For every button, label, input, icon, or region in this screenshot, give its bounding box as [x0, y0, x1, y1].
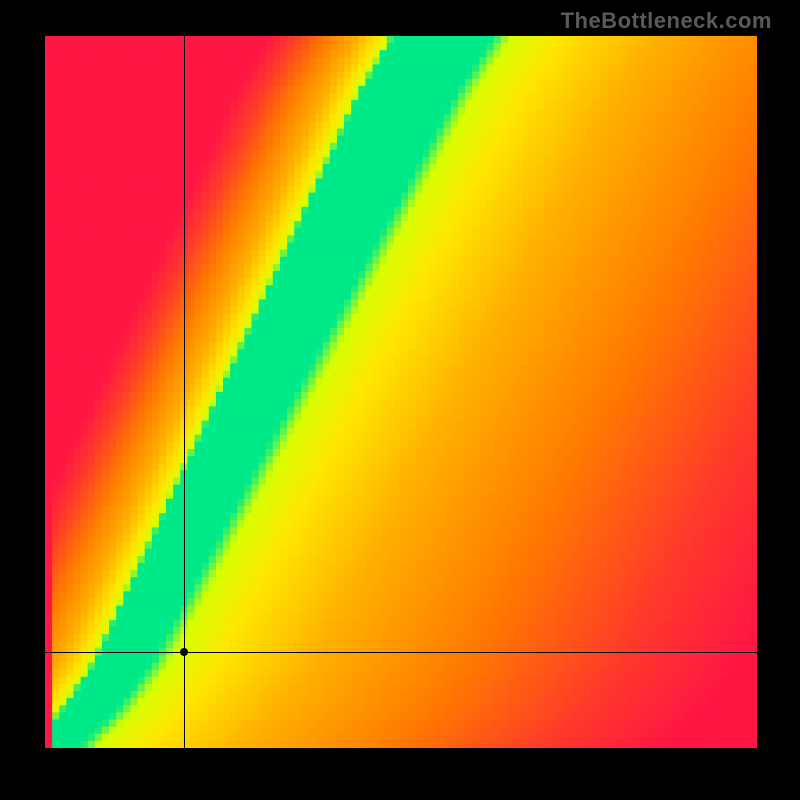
- heatmap-canvas: [45, 36, 757, 748]
- crosshair-horizontal: [45, 652, 757, 653]
- crosshair-marker: [180, 648, 188, 656]
- watermark-text: TheBottleneck.com: [561, 8, 772, 34]
- crosshair-vertical: [184, 36, 185, 748]
- heatmap-plot-area: [45, 36, 757, 748]
